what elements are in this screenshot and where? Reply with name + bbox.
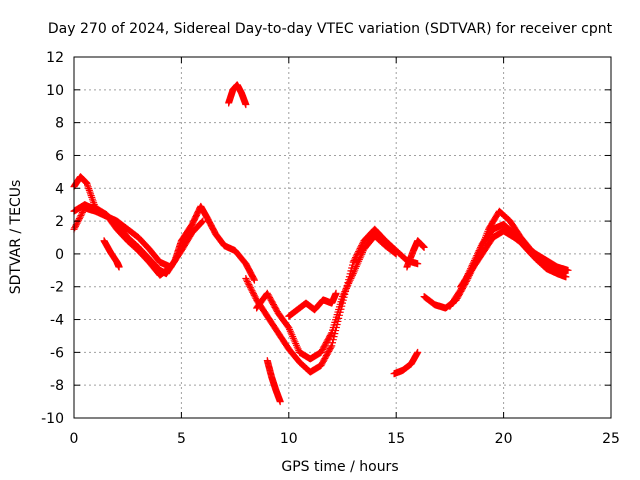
data-point bbox=[242, 275, 250, 283]
data-point-interp bbox=[343, 283, 351, 291]
data-point-interp bbox=[251, 293, 259, 301]
data-point-interp bbox=[72, 222, 80, 230]
data-point-interp bbox=[345, 278, 353, 286]
data-point-interp bbox=[340, 289, 348, 297]
data-point-interp bbox=[246, 282, 254, 290]
data-point-interp bbox=[246, 284, 254, 292]
data-point bbox=[392, 250, 400, 258]
data-point bbox=[339, 293, 346, 301]
data-point-interp bbox=[87, 190, 95, 198]
x-tick-label: 0 bbox=[70, 431, 79, 447]
data-point-interp bbox=[244, 279, 252, 287]
data-points bbox=[70, 81, 572, 406]
y-tick-label: 8 bbox=[55, 116, 64, 132]
x-tick-label: 15 bbox=[387, 431, 405, 447]
data-point bbox=[414, 348, 422, 356]
data-point-interp bbox=[250, 275, 258, 283]
data-point-interp bbox=[243, 278, 251, 286]
x-tick-label: 10 bbox=[280, 431, 298, 447]
data-point-interp bbox=[248, 287, 256, 295]
data-point-interp bbox=[89, 197, 97, 205]
data-point-interp bbox=[339, 291, 347, 299]
data-point bbox=[420, 243, 428, 251]
data-point-interp bbox=[348, 271, 356, 279]
chart-title: Day 270 of 2024, Sidereal Day-to-day VTE… bbox=[48, 21, 613, 37]
y-tick-label: 10 bbox=[46, 83, 64, 99]
data-point-interp bbox=[346, 276, 354, 284]
data-point-interp bbox=[329, 339, 337, 347]
x-tick-label: 25 bbox=[602, 431, 620, 447]
y-axis-label: SDTVAR / TECUs bbox=[8, 180, 24, 295]
y-tick-label: 12 bbox=[46, 50, 64, 66]
data-point-interp bbox=[245, 281, 253, 289]
y-tick-label: 2 bbox=[55, 214, 64, 230]
y-tick-label: 0 bbox=[55, 247, 64, 263]
data-point-interp bbox=[86, 188, 94, 196]
y-tick-label: -6 bbox=[50, 345, 64, 361]
data-point-interp bbox=[88, 193, 96, 201]
y-tick-label: -4 bbox=[50, 313, 64, 329]
plot-frame bbox=[73, 56, 612, 419]
data-point-interp bbox=[198, 218, 206, 226]
x-axis-label: GPS time / hours bbox=[281, 459, 398, 475]
data-point-interp bbox=[250, 290, 258, 298]
data-point bbox=[167, 263, 175, 271]
data-point bbox=[199, 217, 207, 225]
data-point-interp bbox=[350, 257, 358, 265]
data-point bbox=[332, 289, 340, 297]
data-point-interp bbox=[342, 284, 350, 292]
data-point-interp bbox=[249, 288, 257, 296]
data-point bbox=[328, 342, 336, 350]
y-tick-label: -2 bbox=[50, 280, 64, 296]
data-point-interp bbox=[327, 330, 335, 338]
data-point-interp bbox=[75, 216, 83, 224]
data-point-interp bbox=[477, 243, 485, 251]
data-point-interp bbox=[78, 209, 86, 217]
x-tick-label: 5 bbox=[177, 431, 186, 447]
data-point-interp bbox=[348, 273, 356, 281]
data-point-interp bbox=[76, 213, 84, 221]
data-point bbox=[349, 258, 357, 266]
data-point-interp bbox=[342, 286, 350, 294]
data-point-interp bbox=[247, 285, 255, 293]
data-point bbox=[562, 273, 570, 281]
data-point-interp bbox=[345, 279, 353, 287]
y-tick-label: 4 bbox=[55, 181, 64, 197]
y-tick-label: -8 bbox=[50, 378, 64, 394]
data-point-interp bbox=[78, 210, 86, 218]
x-tick-label: 20 bbox=[495, 431, 513, 447]
data-point-interp bbox=[327, 343, 335, 351]
data-point bbox=[276, 398, 284, 406]
data-point bbox=[564, 266, 572, 274]
axis-ticks: 0 5 10 15 20 25 -10 -8 -6 -4 -2 0 2 4 6 8 10 12 bbox=[41, 50, 620, 447]
data-point-interp bbox=[344, 281, 352, 289]
data-point-interp bbox=[197, 219, 205, 227]
data-point-interp bbox=[250, 291, 258, 299]
y-tick-label: 6 bbox=[55, 148, 64, 164]
data-point-interp bbox=[341, 288, 349, 296]
data-point-interp bbox=[88, 195, 96, 203]
data-point-interp bbox=[347, 275, 355, 283]
data-point-interp bbox=[85, 186, 93, 194]
data-point bbox=[414, 260, 422, 268]
y-tick-label: -10 bbox=[41, 411, 64, 427]
data-point-interp bbox=[74, 218, 82, 226]
data-point-interp bbox=[71, 224, 79, 232]
data-point-interp bbox=[243, 276, 251, 284]
data-point-interp bbox=[87, 192, 95, 200]
data-point bbox=[250, 276, 258, 284]
data-point-interp bbox=[77, 212, 85, 220]
data-point bbox=[115, 263, 123, 271]
grid bbox=[74, 57, 611, 418]
data-point bbox=[242, 101, 250, 109]
